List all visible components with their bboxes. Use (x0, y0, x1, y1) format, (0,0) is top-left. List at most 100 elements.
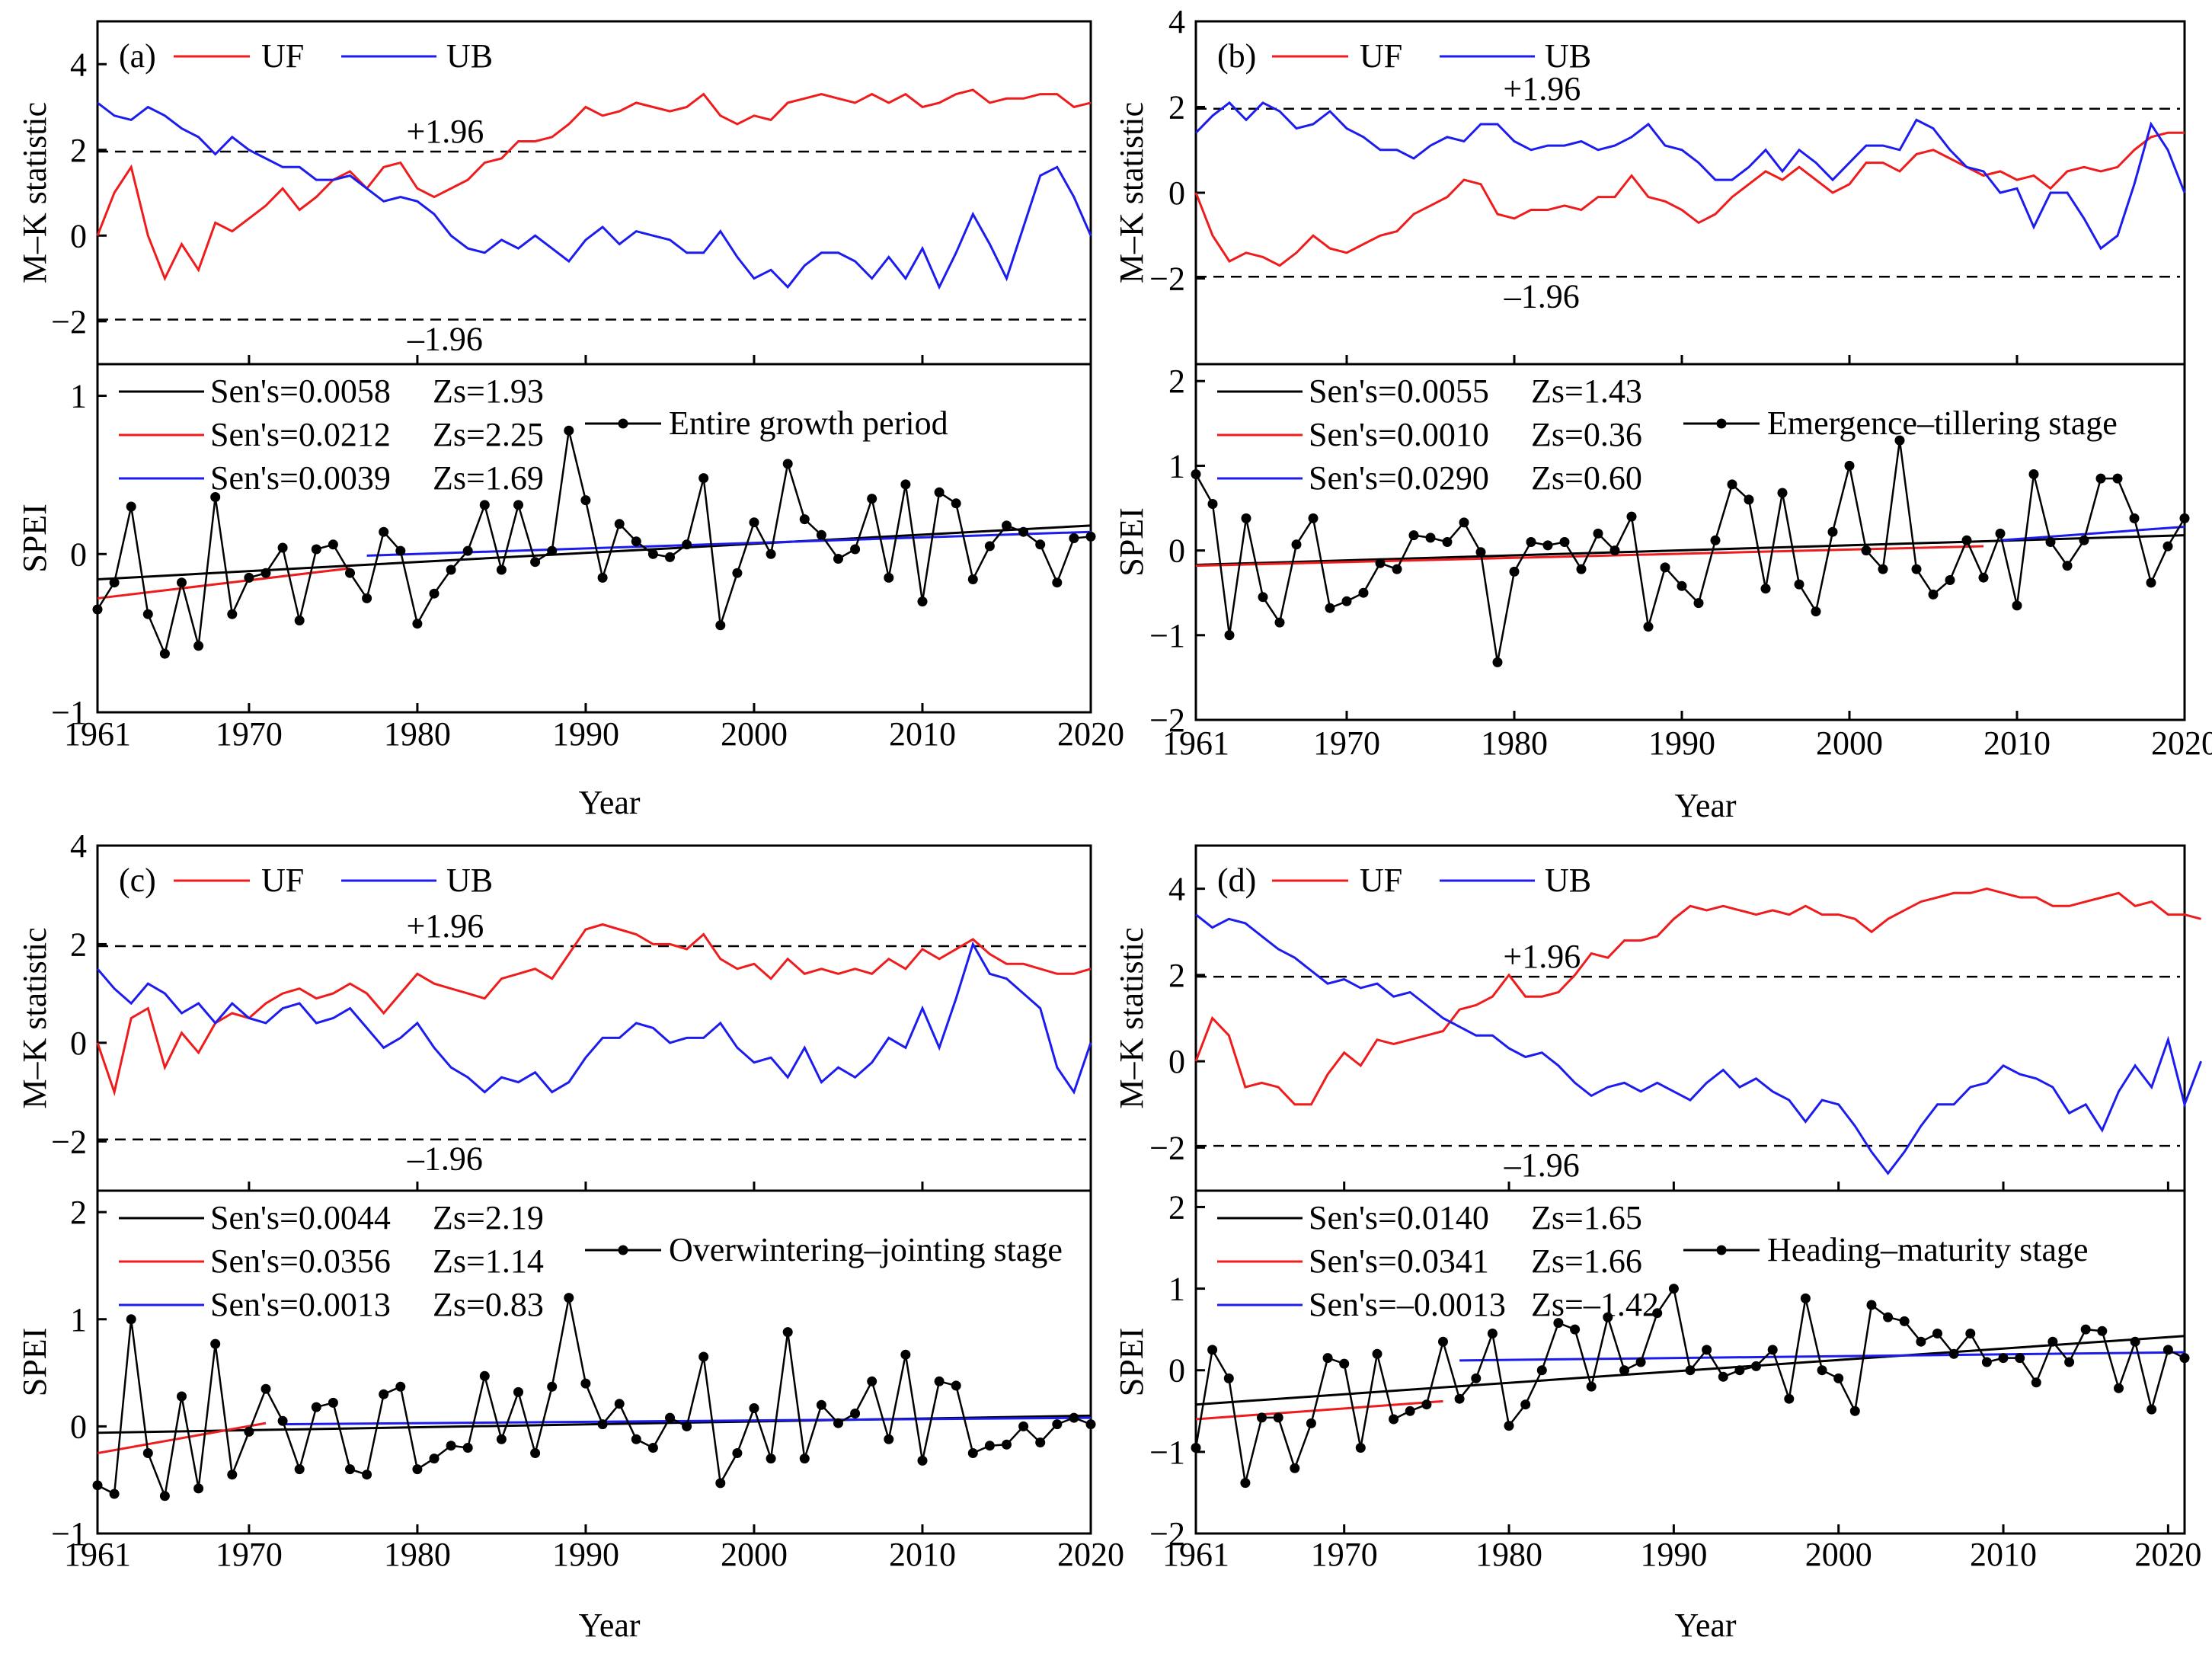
spei-point (1948, 1348, 1959, 1359)
spei-point (647, 1443, 658, 1453)
spei-point (782, 459, 793, 469)
spei-point (2015, 1353, 2025, 1364)
spei-point (2162, 1345, 2173, 1355)
spei-point (1751, 1361, 1761, 1371)
spei-point (715, 1478, 726, 1489)
spei-point (1586, 1381, 1597, 1392)
spei-point (1475, 547, 1486, 558)
spei-point (2062, 561, 2073, 571)
spei-point (1833, 1373, 1844, 1383)
spei-point (2146, 1404, 2157, 1415)
spei-point (1257, 1412, 1267, 1423)
spei-point (1932, 1329, 1942, 1338)
spei-ytick-label: −2 (1149, 702, 1185, 739)
legend-uf-label: UF (261, 862, 304, 899)
spei-point (496, 564, 507, 575)
spei-point (462, 1443, 473, 1453)
spei-point (967, 574, 978, 584)
series-ub-line (97, 101, 1092, 290)
xtick-label: 1970 (216, 1536, 283, 1573)
spei-point (884, 1434, 894, 1444)
spei-ytick-label: 0 (1168, 1352, 1185, 1390)
spei-point (614, 519, 625, 529)
spei-point (210, 492, 221, 502)
spei-point (2129, 513, 2140, 523)
spei-point (1526, 537, 1536, 547)
spei-point (1878, 564, 1888, 574)
mk-y-axis-label: M–K statistic (16, 102, 53, 283)
spei-point (1035, 1438, 1046, 1447)
legend-trend-zs: Zs=1.93 (433, 373, 544, 410)
spei-point (379, 1389, 389, 1399)
mk-ytick-label: 4 (70, 46, 87, 83)
spei-point (379, 526, 389, 537)
trend-line-2 (97, 1422, 267, 1455)
spei-point (1635, 1357, 1646, 1367)
spei-point (1492, 657, 1503, 667)
mk-ytick-label: 4 (1168, 3, 1185, 40)
legend-trend-zs: Zs=1.14 (433, 1242, 544, 1280)
spei-point (1421, 1399, 1432, 1410)
spei-point (1069, 533, 1079, 543)
legend-trend-sens: Sen's=0.0055 (1309, 373, 1489, 410)
legend-spei-marker (618, 1245, 628, 1255)
threshold-label: –1.96 (1504, 277, 1580, 315)
legend-trend-zs: Zs=2.25 (433, 416, 544, 453)
trend-line-2 (97, 567, 350, 600)
spei-point (479, 500, 490, 510)
xtick-label: 2010 (1983, 724, 2051, 762)
xtick-label: 2020 (2134, 1536, 2201, 1573)
spei-point (1811, 606, 1821, 617)
legend-trend-sens: Sen's=0.0140 (1309, 1199, 1489, 1236)
xtick-label: 2000 (721, 715, 788, 753)
legend-trend-sens: Sen's=–0.0013 (1309, 1286, 1506, 1323)
spei-plot-frame (1194, 363, 2186, 721)
spei-point (1487, 1329, 1498, 1338)
threshold-label: –1.96 (1504, 1147, 1580, 1184)
mk-ytick-label: −2 (1149, 261, 1185, 298)
series-uf-line (96, 923, 1092, 1097)
spei-point (682, 539, 692, 550)
spei-point (446, 1441, 456, 1451)
trend-line-3 (283, 1416, 1092, 1426)
series-ub-line (96, 941, 1092, 1095)
spei-y-axis-label: SPEI (1113, 507, 1150, 576)
mk-ytick-label: −2 (1149, 1129, 1185, 1166)
spei-point (1883, 1312, 1894, 1322)
spei-point (1002, 1439, 1012, 1450)
threshold-label: +1.96 (1503, 938, 1581, 975)
spei-point (749, 517, 759, 528)
spei-point (1643, 622, 1654, 632)
spei-ytick-label: −1 (51, 694, 87, 731)
spei-point (1069, 1412, 1079, 1423)
spei-point (1702, 1345, 1712, 1355)
spei-point (564, 425, 574, 436)
mk-y-axis-label: M–K statistic (1113, 927, 1150, 1108)
spei-point (833, 554, 843, 564)
spei-point (2179, 1353, 2190, 1364)
spei-point (1509, 566, 1520, 577)
spei-ytick-label: 0 (70, 1408, 87, 1445)
xtick-label: 1980 (1475, 1536, 1542, 1573)
spei-point (1668, 1284, 1679, 1294)
spei-point (1981, 1357, 1992, 1367)
series-ub-line (1194, 101, 2186, 251)
legend-spei-label: Heading–maturity stage (1767, 1231, 2089, 1268)
spei-point (1291, 539, 1302, 550)
spei-point (547, 545, 558, 556)
spei-point (1273, 1412, 1283, 1423)
spei-point (564, 1293, 574, 1303)
spei-point (1035, 539, 1046, 550)
spei-ytick-label: 2 (1168, 363, 1185, 400)
spei-point (294, 616, 305, 625)
spei-point (749, 1403, 759, 1413)
spei-point (1734, 1365, 1745, 1376)
spei-point (1241, 513, 1251, 523)
spei-point (1827, 526, 1838, 537)
mk-ytick-label: 0 (70, 217, 87, 254)
spei-point (1258, 592, 1268, 603)
spei-point (1593, 528, 1603, 539)
spei-point (1389, 1414, 1399, 1425)
legend-uf-label: UF (1360, 862, 1402, 899)
spei-point (479, 1370, 490, 1381)
